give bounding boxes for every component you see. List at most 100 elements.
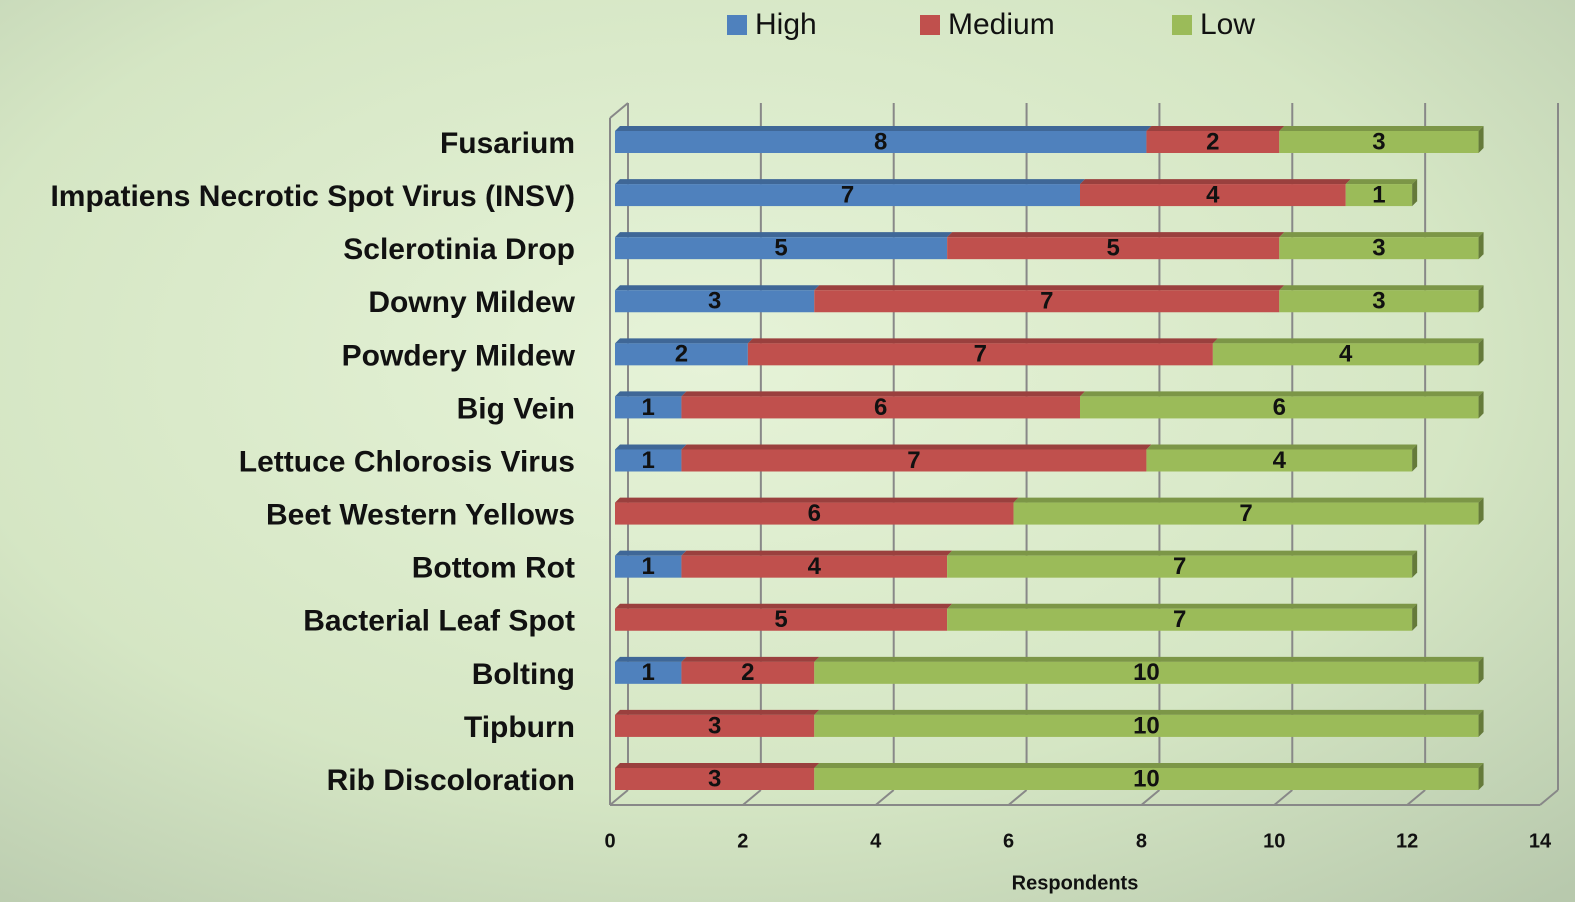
bar-top: [615, 550, 687, 556]
x-tick-label: 2: [737, 830, 748, 852]
legend-swatch: [1172, 15, 1192, 35]
bar: [615, 449, 682, 472]
bar: [615, 290, 815, 313]
bar-side: [1478, 497, 1484, 525]
bar-top: [947, 550, 1418, 556]
bar-top: [1080, 179, 1351, 185]
y-tick-label: Powdery Mildew: [342, 339, 576, 372]
bar: [615, 714, 815, 737]
bar-side: [1478, 126, 1484, 153]
y-tick-label: Fusarium: [440, 127, 575, 160]
bar: [814, 768, 1479, 790]
bar-side: [1478, 285, 1484, 313]
bar-top: [947, 603, 1418, 609]
bar-top: [681, 391, 1085, 397]
data-label: 4: [1339, 341, 1353, 368]
bar: [615, 661, 682, 684]
bar-top: [615, 497, 1019, 503]
data-label: 1: [642, 553, 655, 580]
x-tick-label: 14: [1529, 830, 1552, 852]
legend-label: High: [755, 8, 817, 41]
data-label: 3: [708, 288, 721, 315]
bar-top: [814, 763, 1484, 768]
y-tick-label: Beet Western Yellows: [266, 499, 575, 532]
data-label: 10: [1133, 659, 1160, 686]
data-label: 10: [1133, 765, 1160, 792]
bar: [947, 237, 1280, 260]
y-tick-label: Downy Mildew: [368, 286, 575, 319]
x-tick-label: 4: [870, 830, 882, 852]
bar: [814, 714, 1479, 737]
grid-line: [1140, 789, 1161, 806]
data-label: 8: [874, 128, 887, 155]
bar: [615, 768, 815, 790]
grid-line: [1007, 789, 1028, 806]
data-label: 6: [1273, 394, 1286, 421]
y-tick-label: Bolting: [472, 658, 575, 691]
bar: [947, 608, 1413, 631]
bar-top: [615, 603, 953, 609]
data-label: 4: [808, 553, 822, 580]
bar-top: [1212, 338, 1484, 344]
bar-top: [947, 232, 1285, 238]
data-label: 3: [708, 712, 721, 739]
data-label: 7: [1040, 288, 1053, 315]
y-tick-label: Bacterial Leaf Spot: [303, 605, 575, 638]
bar-top: [814, 656, 1484, 662]
bar-top: [1279, 285, 1484, 291]
bar: [1146, 449, 1413, 472]
data-label: 3: [1372, 128, 1385, 155]
bar: [747, 343, 1213, 366]
data-label: 3: [708, 765, 721, 792]
grid-line: [609, 789, 629, 806]
bar-side: [1478, 763, 1484, 790]
x-tick-label: 0: [604, 830, 615, 852]
bar-side: [1478, 709, 1484, 737]
grid-line: [1539, 789, 1559, 806]
legend-label: Low: [1200, 8, 1255, 41]
y-tick-label: Tipburn: [464, 711, 575, 744]
grid-line: [875, 789, 895, 806]
bar-side: [1412, 179, 1418, 207]
x-tick-label: 10: [1263, 830, 1285, 852]
bar-top: [1279, 126, 1484, 131]
bar-side: [1478, 656, 1484, 684]
bar: [615, 608, 948, 631]
bar: [1279, 290, 1479, 313]
bar: [814, 661, 1479, 684]
bar-top: [1080, 391, 1484, 397]
bar-top: [814, 285, 1285, 291]
bar: [681, 555, 948, 578]
y-tick-label: Big Vein: [457, 392, 575, 425]
bar: [1345, 184, 1413, 207]
bar: [1013, 502, 1479, 525]
bar: [615, 502, 1014, 525]
bar-top: [1146, 444, 1418, 450]
bar-side: [1478, 391, 1484, 419]
bar-top: [1013, 497, 1484, 503]
bar: [615, 184, 1080, 207]
bar: [947, 555, 1413, 578]
data-label: 3: [1372, 235, 1385, 262]
data-label: 6: [808, 500, 821, 527]
bar-top: [1345, 179, 1418, 185]
bar: [1080, 396, 1479, 419]
bar: [1279, 131, 1479, 153]
y-tick-label: Sclerotinia Drop: [343, 233, 575, 266]
bar-side: [1478, 338, 1484, 366]
data-label: 7: [1239, 500, 1252, 527]
bar: [1279, 237, 1479, 260]
bar-top: [814, 709, 1484, 715]
bar-top: [615, 763, 820, 768]
y-tick-label: Rib Discoloration: [327, 764, 575, 797]
y-tick-label: Lettuce Chlorosis Virus: [239, 445, 575, 478]
bar-top: [1279, 232, 1484, 238]
x-tick-label: 6: [1003, 830, 1014, 852]
bar: [681, 661, 815, 684]
legend-swatch: [920, 15, 940, 35]
data-label: 5: [774, 606, 787, 633]
bar-top: [681, 444, 1152, 450]
bar-side: [1478, 232, 1484, 260]
bar: [615, 131, 1147, 153]
